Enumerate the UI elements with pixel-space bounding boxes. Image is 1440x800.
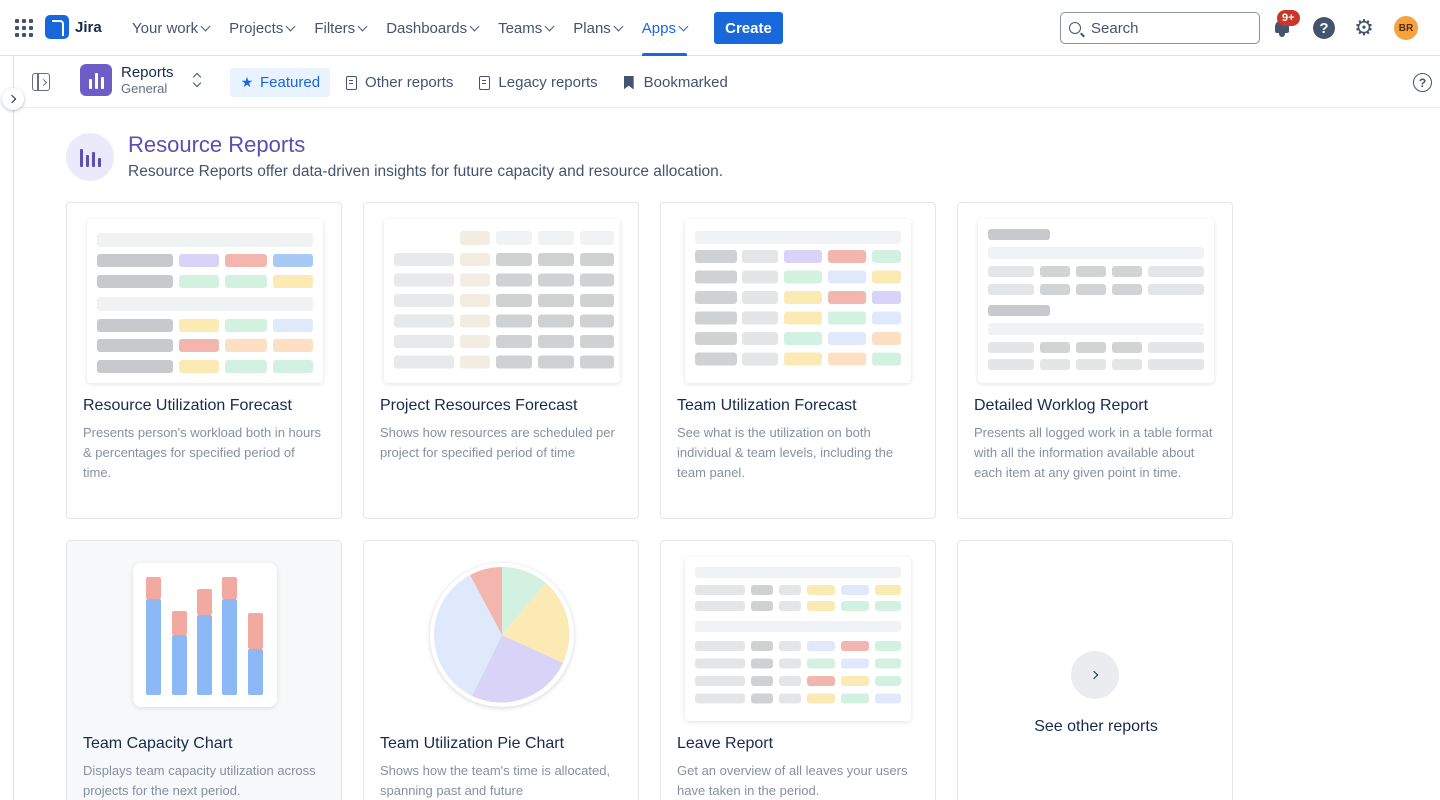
report-card-leave-report[interactable]: Leave Report Get an overview of all leav… — [660, 540, 936, 800]
document-icon — [346, 75, 358, 90]
report-card-description: Displays team capacity utilization acros… — [83, 763, 316, 798]
image-document-icon — [479, 75, 491, 90]
top-navigation: Jira Your work Projects Filters Dashboar… — [0, 0, 1440, 56]
chevron-down-icon — [544, 21, 555, 31]
chevron-down-icon — [357, 21, 368, 31]
reports-project-icon — [80, 64, 112, 96]
user-avatar[interactable]: BR — [1394, 16, 1418, 40]
report-thumbnail — [978, 219, 1214, 383]
tab-legacy-reports[interactable]: Legacy reports — [469, 68, 607, 97]
nav-label: Filters — [314, 19, 356, 37]
nav-label: Teams — [498, 19, 543, 37]
chevron-down-icon — [613, 21, 624, 31]
report-card-description: Shows how resources are scheduled per pr… — [380, 425, 615, 460]
tab-label: Bookmarked — [643, 74, 728, 91]
nav-label: Projects — [229, 19, 284, 37]
app-switcher-icon[interactable] — [14, 18, 34, 38]
chevron-down-icon — [678, 21, 689, 31]
report-card-resource-utilization-forecast[interactable]: Resource Utilization Forecast Presents p… — [66, 202, 342, 519]
chevron-right-icon — [1089, 670, 1099, 680]
reports-header: Reports General ★ Featured Other reports… — [14, 56, 1440, 108]
tab-other-reports[interactable]: Other reports — [336, 68, 463, 97]
report-card-description: Presents person's workload both in hours… — [83, 425, 322, 480]
report-thumbnail — [685, 219, 911, 383]
report-card-description: See what is the utilization on both indi… — [677, 425, 894, 480]
project-subtitle: General — [121, 81, 168, 96]
help-icon[interactable]: ? — [1313, 17, 1335, 39]
notifications-badge: 9+ — [1277, 10, 1300, 26]
nav-label: Plans — [573, 19, 611, 37]
nav-label: Dashboards — [386, 19, 468, 37]
report-card-title: Team Capacity Chart — [83, 735, 233, 752]
page-title: Resource Reports — [128, 132, 306, 157]
report-thumbnail — [685, 557, 911, 721]
report-card-description: Presents all logged work in a table form… — [974, 425, 1213, 480]
report-card-team-utilization-forecast[interactable]: Team Utilization Forecast See what is th… — [660, 202, 936, 519]
nav-apps[interactable]: Apps — [641, 0, 689, 56]
nav-your-work[interactable]: Your work — [132, 0, 211, 56]
report-thumbnail — [87, 219, 323, 383]
expand-sidebar-button[interactable] — [2, 88, 24, 110]
see-other-reports-button[interactable] — [1071, 651, 1119, 699]
bookmark-icon — [623, 75, 634, 90]
chevron-down-icon — [200, 21, 211, 31]
tab-label: Legacy reports — [498, 74, 598, 91]
primary-nav: Your work Projects Filters Dashboards Te… — [132, 0, 707, 56]
project-name: Reports — [121, 64, 174, 81]
chevron-right-icon — [7, 94, 17, 104]
nav-projects[interactable]: Projects — [229, 0, 296, 56]
report-thumbnail — [133, 563, 277, 707]
tab-label: Featured — [260, 74, 321, 91]
nav-teams[interactable]: Teams — [498, 0, 555, 56]
tab-label: Other reports — [365, 74, 454, 91]
nav-plans[interactable]: Plans — [573, 0, 624, 56]
chevron-down-icon — [469, 21, 480, 31]
report-card-team-utilization-pie-chart[interactable]: Team Utilization Pie Chart Shows how the… — [363, 540, 639, 800]
report-card-description: Get an overview of all leaves your users… — [677, 763, 908, 798]
report-tabs: ★ Featured Other reports Legacy reports … — [230, 68, 744, 97]
project-switcher[interactable]: Reports General — [80, 64, 202, 96]
sidebar-rail — [0, 56, 14, 800]
page-subtitle: Resource Reports offer data-driven insig… — [128, 163, 724, 180]
search-icon — [1069, 22, 1081, 34]
report-card-title: Leave Report — [677, 735, 774, 752]
report-card-title: Detailed Worklog Report — [974, 397, 1149, 414]
report-card-title: Team Utilization Forecast — [677, 397, 857, 414]
report-card-title: Resource Utilization Forecast — [83, 397, 292, 414]
search-field[interactable] — [1060, 12, 1260, 44]
jira-logo-icon — [45, 15, 69, 39]
sidebar-panel-icon[interactable] — [32, 73, 50, 91]
see-other-reports-card[interactable]: See other reports — [957, 540, 1233, 800]
report-card-project-resources-forecast[interactable]: Project Resources Forecast Shows how res… — [363, 202, 639, 519]
report-thumbnail — [384, 219, 620, 383]
star-icon: ★ — [240, 74, 254, 90]
report-card-detailed-worklog-report[interactable]: Detailed Worklog Report Presents all log… — [957, 202, 1233, 519]
report-card-team-capacity-chart[interactable]: Team Capacity Chart Displays team capaci… — [66, 540, 342, 800]
resource-reports-icon — [66, 133, 114, 181]
app-name: Jira — [75, 18, 102, 36]
nav-filters[interactable]: Filters — [314, 0, 368, 56]
pie-thumbnail — [430, 563, 574, 707]
nav-dashboards[interactable]: Dashboards — [386, 0, 480, 56]
settings-gear-icon[interactable]: ⚙ — [1354, 15, 1374, 40]
report-card-description: Shows how the team's time is allocated, … — [380, 763, 611, 798]
switch-updown-icon — [192, 72, 202, 88]
question-help-icon[interactable]: ? — [1413, 73, 1432, 92]
project-text: Reports General — [121, 64, 174, 96]
chevron-down-icon — [285, 21, 296, 31]
tab-featured[interactable]: ★ Featured — [230, 68, 331, 97]
see-other-reports-label: See other reports — [1034, 718, 1158, 735]
nav-label: Apps — [641, 19, 676, 37]
create-button[interactable]: Create — [714, 12, 783, 44]
report-card-title: Project Resources Forecast — [380, 397, 578, 414]
report-card-title: Team Utilization Pie Chart — [380, 735, 565, 752]
jira-logo[interactable]: Jira — [45, 15, 102, 39]
tab-bookmarked[interactable]: Bookmarked — [614, 68, 738, 97]
nav-label: Your work — [132, 19, 199, 37]
search-input[interactable] — [1091, 19, 1251, 37]
